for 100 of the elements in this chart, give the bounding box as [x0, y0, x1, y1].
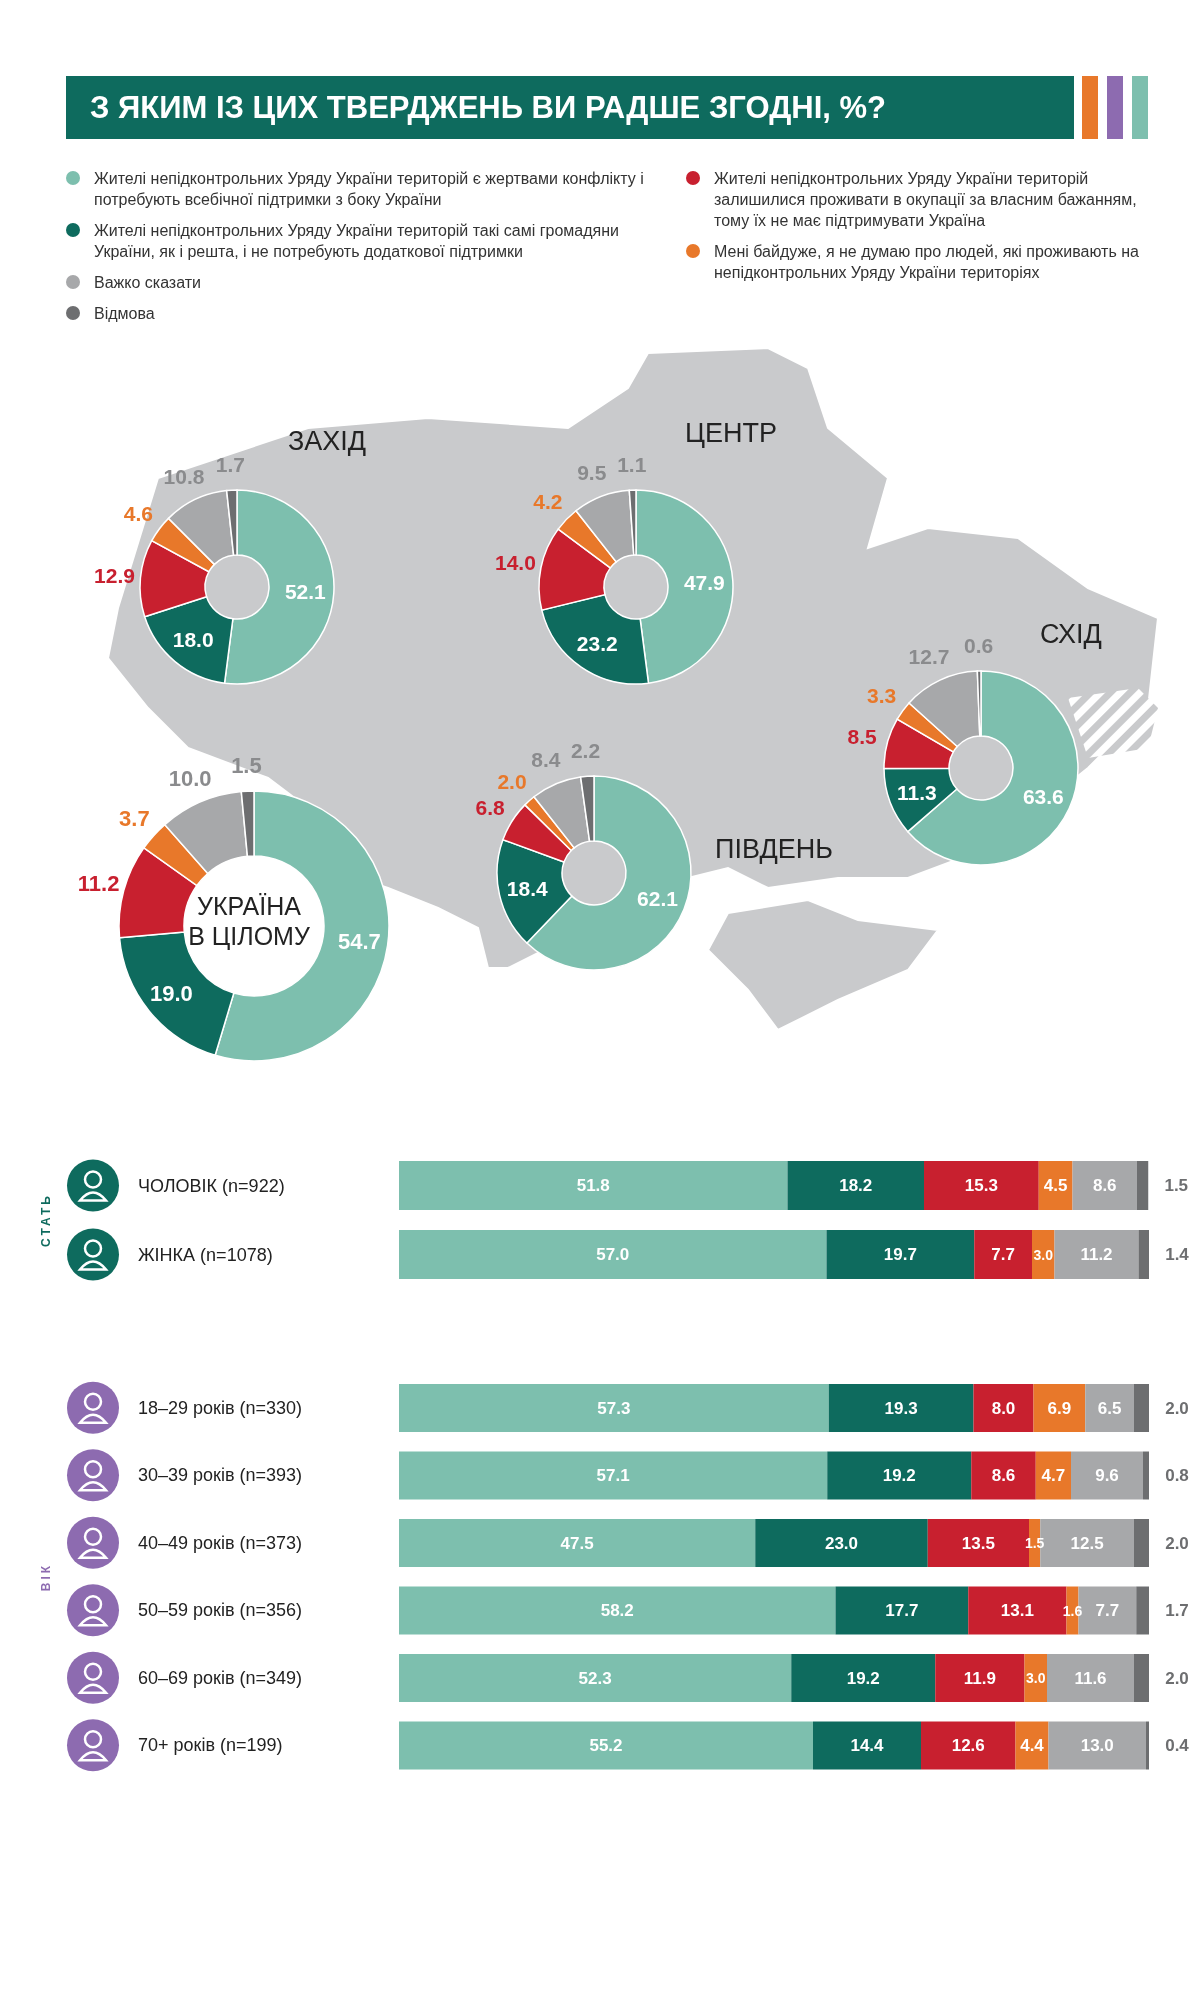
data-label: 23.2 — [576, 632, 618, 656]
data-label: 4.6 — [123, 501, 154, 525]
bar — [971, 1451, 1036, 1500]
text: ЗАХІД — [286, 426, 368, 457]
data-label: 55.2 — [589, 1736, 623, 1755]
bar — [399, 1161, 788, 1210]
data-label: 15.3 — [964, 1176, 998, 1195]
text: ПІВДЕНЬ — [714, 834, 834, 865]
data-label: 2.0 — [1165, 1533, 1189, 1553]
data-label: 1.5 — [231, 752, 262, 778]
bar — [399, 1721, 813, 1770]
y-tick-label: 60–69 років (n=349) — [138, 1667, 303, 1688]
data-label: 0.6 — [964, 633, 994, 657]
data-label: 0.8 — [1165, 1466, 1189, 1485]
data-label: 13.1 — [1000, 1601, 1034, 1620]
data-label: 52.3 — [578, 1668, 612, 1688]
data-label: 12.7 — [908, 645, 950, 669]
legend-label: Мені байдуже, я не думаю про людей, які проживають на непідконтрольних Уряду України територіях — [714, 242, 1140, 283]
data-label: 7.7 — [991, 1245, 1015, 1264]
data-label: 11.2 — [1080, 1245, 1113, 1264]
data-label: 58.2 — [600, 1601, 634, 1620]
data-label: 57.0 — [596, 1245, 630, 1264]
data-label: 17.7 — [885, 1601, 919, 1620]
bar — [399, 1451, 828, 1500]
data-label: 54.7 — [337, 928, 381, 954]
bar — [1048, 1721, 1146, 1770]
data-label: 8.4 — [531, 748, 561, 772]
data-label: 6.5 — [1097, 1398, 1122, 1418]
data-label: 1.1 — [617, 452, 647, 476]
data-label: 3.3 — [867, 683, 897, 707]
bar — [1138, 1230, 1149, 1279]
bar — [1071, 1451, 1143, 1500]
data-label: 0.4 — [1165, 1736, 1190, 1755]
bar — [1134, 1654, 1149, 1702]
bar — [935, 1654, 1025, 1702]
bar — [921, 1721, 1016, 1770]
data-label: 2.0 — [497, 769, 527, 793]
data-label: 47.9 — [683, 571, 725, 595]
bar — [1047, 1654, 1134, 1702]
chart-subtitle: СХІД — [1039, 619, 1103, 650]
bar — [827, 1451, 972, 1500]
data-label: 6.8 — [475, 795, 505, 819]
data-label: 4.7 — [1041, 1466, 1066, 1485]
data-label: 47.5 — [560, 1533, 594, 1553]
bar — [1134, 1519, 1149, 1567]
y-tick-label: 50–59 років (n=356) — [138, 1600, 303, 1621]
chart-subtitle: ЦЕНТР — [684, 418, 778, 449]
data-label: 57.3 — [597, 1398, 631, 1418]
bar — [1033, 1384, 1086, 1432]
bar — [813, 1721, 921, 1770]
data-label: 2.2 — [570, 738, 601, 762]
data-label: 19.2 — [846, 1668, 880, 1688]
data-label: 11.6 — [1074, 1668, 1107, 1688]
data-label: 9.6 — [1095, 1466, 1119, 1485]
data-label: 8.6 — [1092, 1176, 1117, 1195]
data-label: 7.7 — [1095, 1601, 1120, 1620]
bar — [974, 1230, 1032, 1279]
bar — [1085, 1384, 1134, 1432]
y-tick-label: ЖІНКА (n=1078) — [138, 1244, 273, 1265]
data-label: 3.0 — [1033, 1246, 1054, 1263]
bar — [399, 1230, 827, 1279]
data-label: 1.7 — [1165, 1601, 1189, 1620]
y-axis-title: ВІК — [39, 1562, 54, 1591]
data-label: 1.4 — [1165, 1245, 1190, 1264]
bar — [1072, 1161, 1137, 1210]
data-label: 12.9 — [94, 564, 135, 588]
data-label: 19.0 — [149, 980, 193, 1006]
legend-label: Важко сказати — [94, 273, 202, 293]
data-label: 19.7 — [883, 1245, 917, 1264]
data-label: 1.5 — [1164, 1176, 1189, 1195]
y-tick-label: 30–39 років (n=393) — [138, 1465, 303, 1486]
y-tick-label: ЧОЛОВІК (n=922) — [138, 1175, 285, 1196]
data-label: 62.1 — [637, 887, 679, 911]
text: УКРАЇНА В ЦІЛОМУ — [187, 891, 311, 951]
data-label: 52.1 — [284, 579, 327, 603]
data-label: 6.9 — [1047, 1398, 1072, 1418]
legend-label: Жителі непідконтрольних Уряду України територій залишилися проживати в окупації за власним бажанням, тому їх не має підтримувати Україна — [714, 169, 1138, 231]
data-label: 18.4 — [506, 876, 549, 900]
data-label: 8.6 — [991, 1466, 1016, 1485]
bar — [399, 1586, 836, 1635]
data-label: 8.5 — [847, 724, 878, 748]
bar — [1134, 1384, 1149, 1432]
bar — [399, 1384, 829, 1432]
data-label: 11.2 — [77, 871, 120, 897]
data-label: 14.4 — [850, 1736, 885, 1755]
data-label: 10.0 — [168, 765, 212, 791]
data-label: 1.7 — [215, 452, 246, 476]
data-label: 9.5 — [577, 460, 607, 484]
bar — [787, 1161, 924, 1210]
bar — [1137, 1161, 1149, 1210]
bar — [1143, 1451, 1149, 1500]
legend-label: Відмова — [94, 304, 155, 324]
data-label: 11.9 — [963, 1668, 996, 1688]
data-label: 12.6 — [951, 1736, 985, 1755]
y-axis-title: СТАТЬ — [39, 1193, 53, 1247]
data-label: 4.5 — [1043, 1176, 1068, 1195]
data-label: 63.6 — [1022, 784, 1064, 808]
data-label: 10.8 — [163, 464, 205, 488]
bar — [1146, 1721, 1149, 1770]
data-label: 57.1 — [596, 1466, 630, 1485]
